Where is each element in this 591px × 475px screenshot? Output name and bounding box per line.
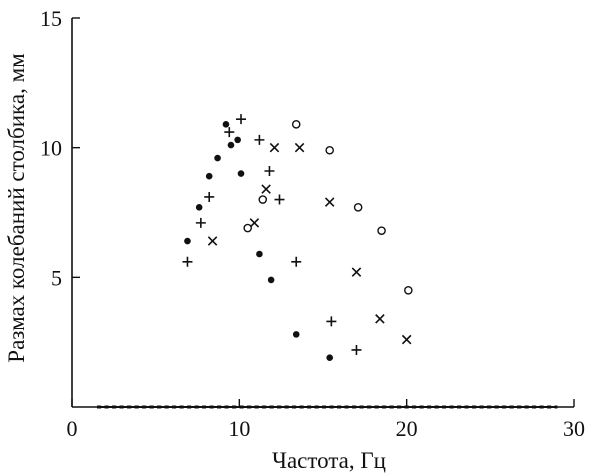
cross-marker <box>294 142 305 153</box>
plus-marker <box>195 217 206 228</box>
cross-marker <box>351 267 362 277</box>
y-tick-label: 5 <box>51 265 62 290</box>
circle-marker <box>258 195 268 204</box>
dot-marker <box>195 204 203 211</box>
y-axis-title: Размах колебаний столбика, мм <box>4 53 29 363</box>
dot-marker <box>184 237 191 245</box>
plus-marker <box>182 256 193 267</box>
plus-marker <box>204 191 215 202</box>
circle-marker <box>353 203 363 212</box>
dot-marker <box>205 172 213 180</box>
x-axis-title: Частота, Гц <box>272 448 386 473</box>
circle-marker <box>243 223 252 233</box>
y-tick-label: 10 <box>40 136 62 161</box>
circle-marker <box>377 226 386 235</box>
plus-marker <box>274 194 285 205</box>
dot-marker <box>234 136 241 144</box>
plus-marker <box>291 256 302 267</box>
y-tick-label: 15 <box>40 6 62 31</box>
circle-marker <box>325 145 334 155</box>
circle-marker <box>404 285 413 295</box>
cross-marker <box>324 197 335 207</box>
dot-marker <box>227 141 235 149</box>
circle-marker <box>291 120 301 129</box>
cross-marker <box>269 142 280 153</box>
x-tick-label: 30 <box>563 416 585 441</box>
plus-marker <box>351 344 362 355</box>
cross-marker <box>249 218 260 228</box>
plus-marker <box>236 114 247 125</box>
plus-marker <box>326 316 337 327</box>
cross-marker <box>375 314 385 324</box>
dot-marker <box>256 250 263 258</box>
dot-marker <box>292 331 300 338</box>
plus-marker <box>224 127 235 138</box>
dot-marker <box>214 154 221 162</box>
dot-marker <box>222 121 230 128</box>
x-tick-label: 0 <box>67 416 78 441</box>
dot-marker <box>267 276 275 284</box>
plus-marker <box>264 166 275 177</box>
plus-marker <box>254 134 265 145</box>
dot-marker <box>237 170 245 177</box>
axes: 0 10 20 30 5 10 15 <box>40 6 585 441</box>
x-tick-label: 10 <box>228 416 250 441</box>
x-tick-label: 20 <box>396 416 418 441</box>
markers <box>182 114 413 362</box>
dot-marker <box>326 354 333 362</box>
cross-marker <box>401 334 412 345</box>
cross-marker <box>207 236 218 246</box>
cross-marker <box>261 184 271 194</box>
